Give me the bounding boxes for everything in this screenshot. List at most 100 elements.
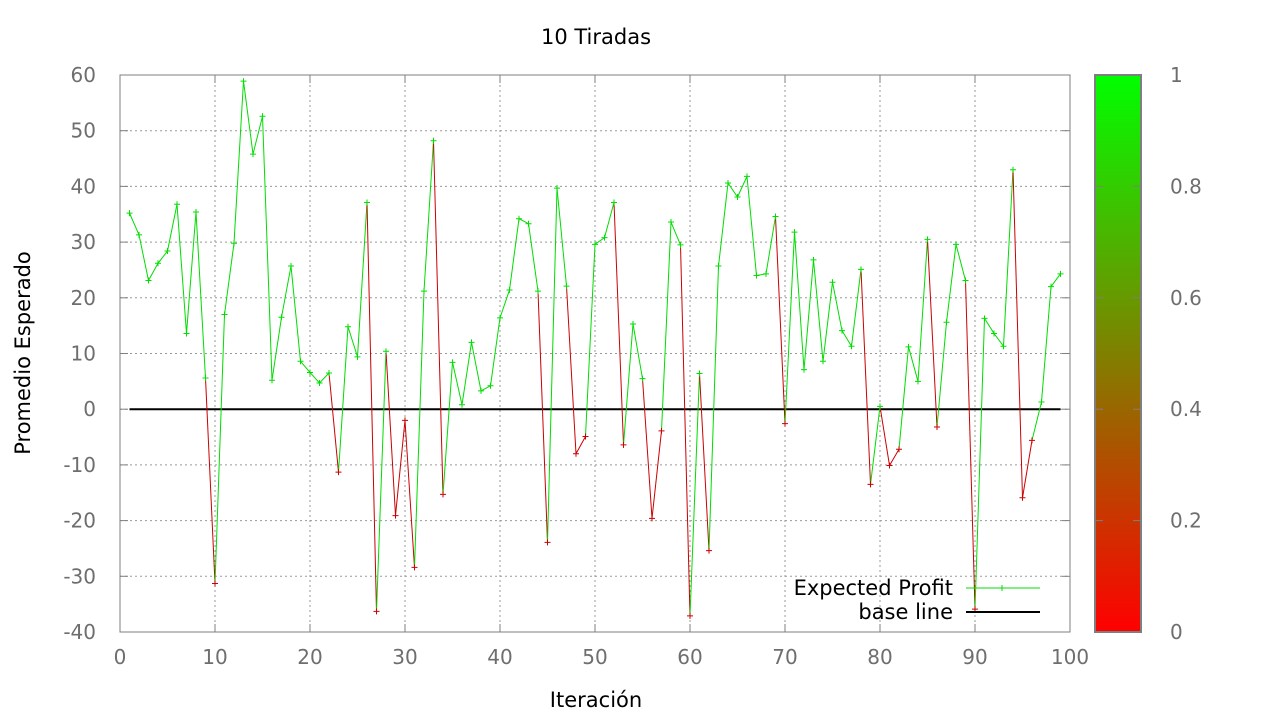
profit-point bbox=[1038, 398, 1045, 405]
profit-segment bbox=[556, 188, 567, 287]
x-tick-labels: 0 10 20 30 40 50 60 70 80 90 100 bbox=[114, 645, 1089, 669]
profit-point bbox=[991, 330, 997, 337]
chart-title: 10 Tiradas bbox=[541, 25, 651, 49]
profit-point bbox=[364, 199, 370, 206]
profit-point bbox=[326, 369, 332, 376]
profit-segment bbox=[442, 362, 453, 495]
profit-segment bbox=[167, 204, 178, 252]
profit-point bbox=[430, 137, 437, 144]
profit-point bbox=[753, 272, 760, 279]
profit-segment bbox=[955, 244, 966, 281]
profit-point bbox=[934, 424, 940, 431]
profit-segment bbox=[433, 140, 444, 495]
profit-point bbox=[763, 270, 769, 277]
profit-segment bbox=[908, 346, 919, 382]
profit-point bbox=[582, 433, 589, 440]
profit-point bbox=[449, 359, 456, 366]
profit-point bbox=[478, 387, 484, 394]
profit-point bbox=[943, 319, 950, 326]
colorbar-tick-label: 0.2 bbox=[1170, 509, 1202, 533]
profit-segment bbox=[347, 326, 358, 357]
profit-segment bbox=[613, 202, 624, 445]
x-tick-label: 40 bbox=[487, 645, 512, 669]
profit-segment bbox=[851, 269, 862, 347]
x-tick-label: 0 bbox=[114, 645, 127, 669]
profit-segment bbox=[262, 116, 273, 381]
profit-segment bbox=[803, 259, 814, 370]
profit-segment bbox=[775, 216, 786, 424]
profit-point bbox=[772, 213, 779, 220]
y-tick-label: 30 bbox=[71, 230, 96, 254]
profit-point bbox=[535, 288, 541, 295]
tick-marks bbox=[119, 74, 1071, 633]
profit-segment bbox=[746, 176, 757, 276]
profit-segment bbox=[224, 243, 235, 315]
expected-profit-series bbox=[126, 78, 1064, 619]
profit-segment bbox=[870, 406, 881, 485]
x-tick-label: 30 bbox=[392, 645, 417, 669]
y-tick-label: -40 bbox=[63, 620, 96, 644]
profit-point bbox=[706, 547, 712, 554]
profit-point bbox=[810, 256, 817, 263]
profit-segment bbox=[879, 406, 890, 466]
profit-point bbox=[620, 441, 627, 448]
profit-point bbox=[212, 580, 218, 587]
profit-segment bbox=[281, 265, 292, 318]
profit-segment bbox=[195, 211, 206, 379]
profit-segment bbox=[528, 223, 539, 292]
profit-point bbox=[516, 215, 522, 222]
colorbar: 1 0.8 0.6 0.4 0.2 0 bbox=[1094, 63, 1202, 644]
profit-segment bbox=[214, 314, 225, 584]
profit-segment bbox=[205, 377, 216, 584]
x-tick-label: 100 bbox=[1051, 645, 1089, 669]
profit-segment bbox=[252, 116, 263, 155]
profit-point bbox=[373, 608, 380, 615]
profit-segment bbox=[642, 378, 653, 519]
profit-segment bbox=[1050, 273, 1061, 287]
profit-point bbox=[658, 427, 665, 434]
profit-segment bbox=[518, 218, 529, 225]
legend-label-expected-profit: Expected Profit bbox=[794, 576, 953, 600]
profit-segment bbox=[841, 330, 852, 347]
profit-point bbox=[174, 201, 180, 208]
profit-segment bbox=[965, 280, 976, 610]
profit-segment bbox=[718, 183, 729, 267]
grid-lines bbox=[120, 75, 1070, 632]
profit-point bbox=[392, 512, 399, 519]
profit-point bbox=[1000, 343, 1007, 350]
profit-segment bbox=[822, 282, 833, 362]
profit-point bbox=[440, 491, 446, 498]
profit-point bbox=[905, 343, 912, 350]
profit-point bbox=[696, 370, 703, 377]
profit-point bbox=[1048, 283, 1054, 290]
colorbar-tick-label: 0.4 bbox=[1170, 397, 1202, 421]
profit-segment bbox=[471, 342, 482, 391]
x-tick-label: 50 bbox=[582, 645, 607, 669]
profit-point bbox=[829, 279, 836, 286]
profit-segment bbox=[727, 182, 738, 198]
colorbar-ticks: 1 0.8 0.6 0.4 0.2 0 bbox=[1095, 63, 1202, 644]
profit-segment bbox=[1012, 169, 1023, 498]
profit-point bbox=[1010, 166, 1016, 173]
y-axis-title: Promedio Esperado bbox=[11, 251, 35, 455]
profit-point bbox=[639, 375, 646, 382]
profit-segment bbox=[689, 373, 700, 616]
profit-segment bbox=[604, 202, 615, 238]
profit-point bbox=[791, 229, 798, 236]
profit-segment bbox=[936, 322, 947, 428]
profit-point bbox=[250, 151, 256, 158]
profit-point bbox=[848, 343, 855, 350]
profit-point bbox=[202, 375, 209, 382]
profit-point bbox=[953, 241, 959, 248]
profit-segment bbox=[708, 266, 719, 551]
profit-point bbox=[782, 420, 788, 427]
profit-point bbox=[231, 240, 237, 247]
legend-marker-expected-profit bbox=[999, 585, 1005, 591]
profit-segment bbox=[537, 291, 548, 543]
profit-point bbox=[259, 113, 266, 120]
profit-point bbox=[630, 320, 636, 327]
profit-point bbox=[687, 612, 693, 619]
profit-point bbox=[744, 173, 750, 180]
y-tick-label: 50 bbox=[71, 119, 96, 143]
